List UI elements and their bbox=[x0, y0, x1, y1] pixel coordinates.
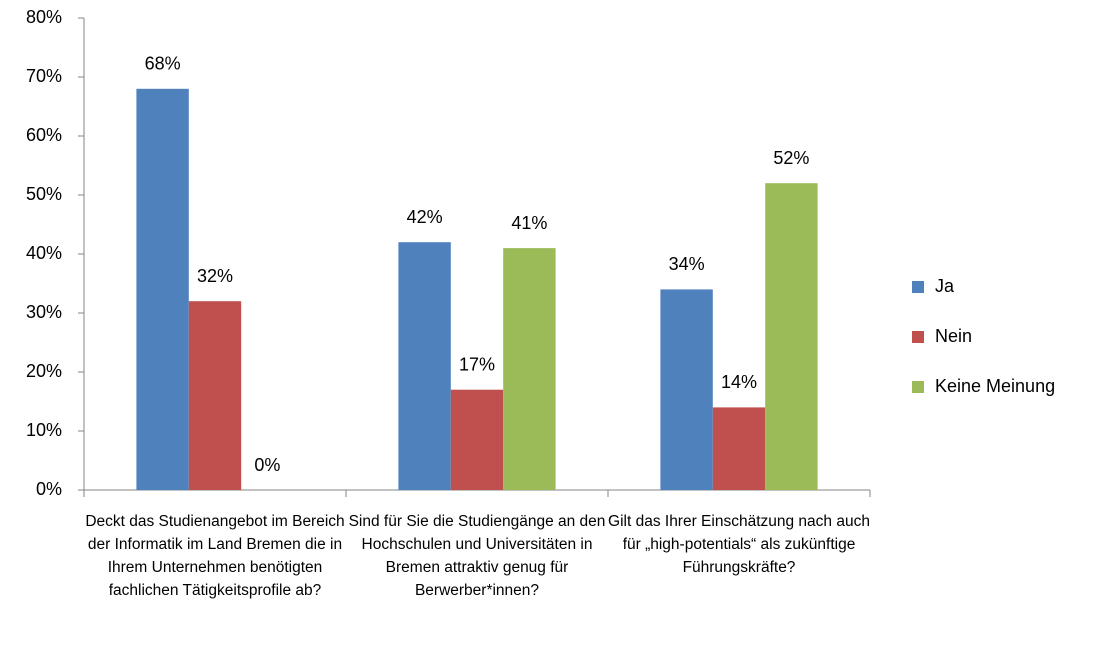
legend-label: Nein bbox=[935, 326, 972, 346]
data-label: 32% bbox=[197, 266, 233, 286]
x-tick-label: Deckt das Studienangebot im Bereich der … bbox=[85, 513, 345, 599]
y-tick-label: 30% bbox=[26, 302, 62, 322]
bar bbox=[660, 289, 713, 490]
data-label: 34% bbox=[669, 254, 705, 274]
bar bbox=[136, 88, 189, 491]
data-label: 42% bbox=[407, 207, 443, 227]
legend-label: Ja bbox=[935, 276, 955, 296]
legend-swatch bbox=[912, 281, 924, 293]
legend-swatch bbox=[912, 331, 924, 343]
bar bbox=[712, 407, 766, 490]
data-label: 14% bbox=[721, 372, 757, 392]
bar bbox=[503, 248, 556, 490]
x-tick-label: Sind für Sie die Studiengänge an den Hoc… bbox=[348, 513, 606, 599]
bar bbox=[398, 242, 451, 490]
y-tick-label: 70% bbox=[26, 66, 62, 86]
legend-swatch bbox=[912, 381, 924, 393]
data-label: 68% bbox=[145, 54, 181, 74]
legend-label: Keine Meinung bbox=[935, 376, 1055, 396]
y-tick-label: 40% bbox=[26, 243, 62, 263]
bar bbox=[188, 301, 242, 490]
data-label: 17% bbox=[459, 354, 495, 374]
bar bbox=[450, 389, 504, 490]
y-tick-label: 10% bbox=[26, 420, 62, 440]
data-label: 0% bbox=[254, 455, 280, 475]
y-tick-label: 0% bbox=[36, 479, 62, 499]
data-label: 41% bbox=[511, 213, 547, 233]
y-tick-label: 50% bbox=[26, 184, 62, 204]
data-label: 52% bbox=[773, 148, 809, 168]
bar bbox=[765, 183, 818, 490]
x-tick-label: Gilt das Ihrer Einschätzung nach auch fü… bbox=[608, 513, 870, 576]
y-tick-label: 20% bbox=[26, 361, 62, 381]
y-tick-label: 80% bbox=[26, 7, 62, 27]
y-tick-label: 60% bbox=[26, 125, 62, 145]
